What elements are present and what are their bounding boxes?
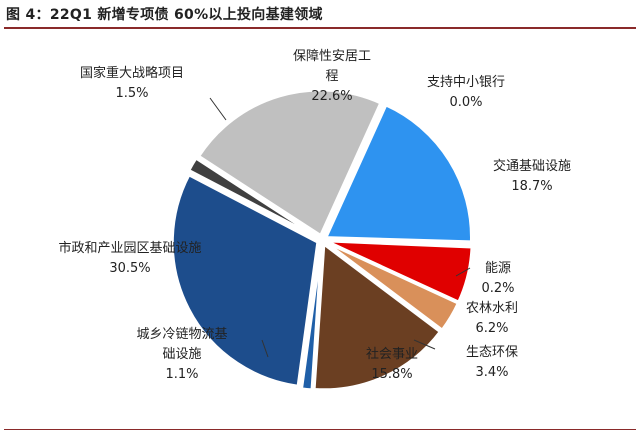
slice-value-label: 18.7% — [511, 179, 552, 194]
slice-name-label: 程 — [325, 69, 338, 84]
slice-name-label: 国家重大战略项目 — [80, 65, 184, 81]
slice-value-label: 30.5% — [109, 261, 150, 276]
slice-name-label: 城乡冷链物流基 — [136, 327, 227, 342]
slice-name-label: 农林水利 — [466, 301, 518, 316]
slice-name-label: 交通基础设施 — [493, 158, 571, 174]
pie-slice — [300, 243, 323, 391]
pie-slice — [171, 173, 319, 388]
pie-slice — [325, 239, 473, 304]
slice-name-label: 础设施 — [162, 347, 201, 362]
leader-line — [413, 339, 436, 350]
bottom-rule — [4, 429, 636, 430]
leader-lines — [209, 97, 471, 358]
pie-slices — [171, 88, 474, 391]
slice-value-label: 15.8% — [371, 367, 412, 382]
title-rule — [4, 27, 636, 29]
slice-value-label: 6.2% — [475, 321, 508, 336]
slice-value-label: 0.0% — [449, 95, 482, 110]
pie-slice — [187, 157, 319, 239]
leader-line — [455, 267, 471, 277]
slice-name-label: 市政和产业园区基础设施 — [58, 240, 201, 256]
pie-slice — [313, 243, 442, 391]
slice-name-label: 保障性安居工 — [293, 49, 371, 64]
slice-value-label: 1.1% — [165, 367, 198, 382]
pie-slice — [325, 241, 460, 331]
slice-value-label: 0.2% — [481, 281, 514, 296]
pie-slice — [322, 102, 386, 236]
leader-line — [209, 97, 227, 121]
slice-value-label: 1.5% — [115, 86, 148, 101]
slice-value-label: 3.4% — [475, 365, 508, 380]
slice-name-label: 生态环保 — [466, 345, 518, 360]
figure-title: 图 4：22Q1 新增专项债 60%以上投向基建领域 — [6, 7, 323, 23]
slice-name-label: 能源 — [485, 261, 511, 276]
pie-slice — [197, 88, 382, 237]
slice-name-label: 支持中小银行 — [427, 75, 505, 90]
slice-name-label: 社会事业 — [366, 346, 418, 362]
pie-slice — [324, 104, 473, 243]
slice-value-label: 22.6% — [311, 89, 352, 104]
leader-line — [261, 339, 269, 358]
